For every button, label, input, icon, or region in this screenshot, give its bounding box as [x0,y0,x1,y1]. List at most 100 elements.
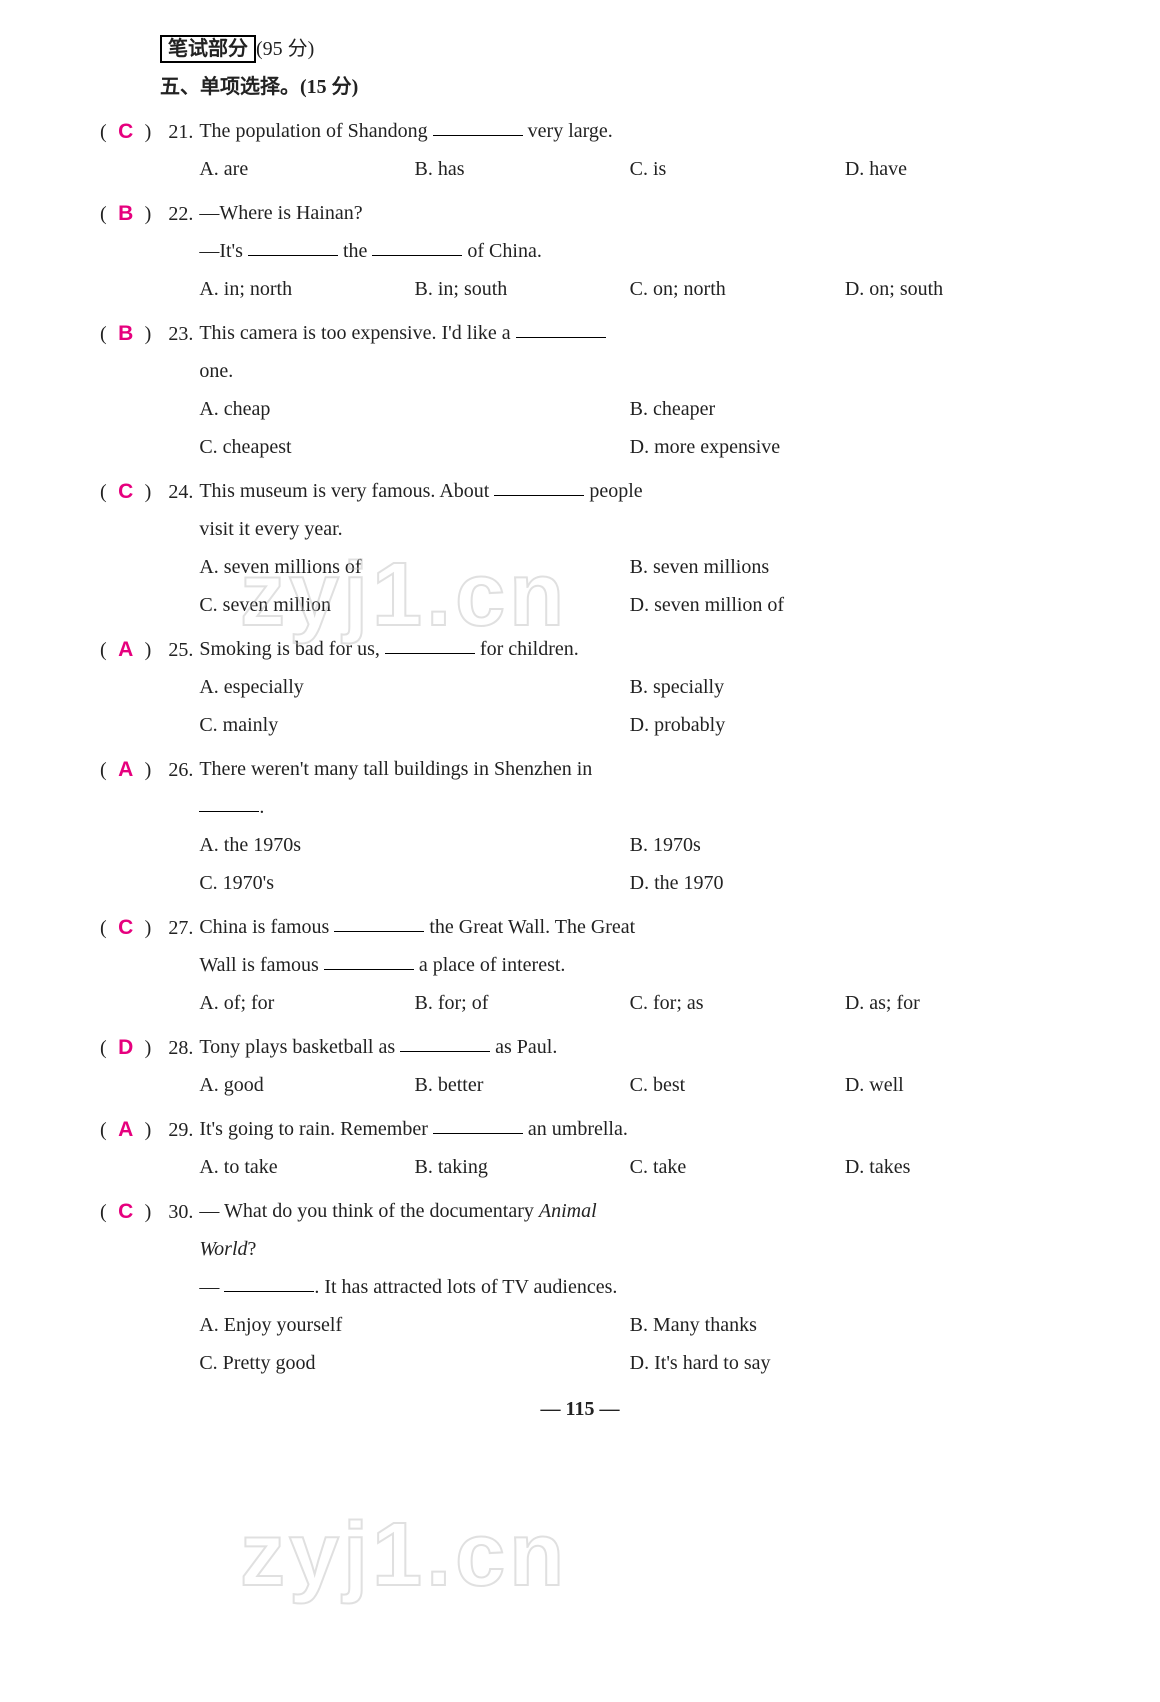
option: B. Many thanks [630,1306,1060,1344]
paren-close: ) [140,631,152,669]
option-row: C. mainlyD. probably [199,706,1060,744]
option: B. cheaper [630,390,1060,428]
question-number: 23. [151,315,193,353]
paren-open: ( [100,315,112,353]
question-number: 21. [151,113,193,151]
question-prefix: ( A )26. [100,750,193,790]
answer-letter: C [112,1192,140,1232]
option: D. the 1970 [630,864,1060,902]
option: C. mainly [199,706,629,744]
blank [494,474,584,496]
option-row: C. seven millionD. seven million of [199,586,1060,624]
option: D. seven million of [630,586,1060,624]
option: A. in; north [199,270,414,308]
stem-continuation: . [199,788,1060,826]
stem-continuation: — . It has attracted lots of TV audience… [199,1268,1060,1306]
question-number: 29. [151,1111,193,1149]
question-prefix: ( A )25. [100,630,193,670]
question-number: 30. [151,1193,193,1231]
question-stem: Smoking is bad for us, for children. [199,630,1060,668]
option: C. for; as [630,984,845,1022]
question-number: 26. [151,751,193,789]
question-prefix: ( C )21. [100,112,193,152]
question: ( C )24.This museum is very famous. Abou… [100,472,1060,624]
option: C. take [630,1148,845,1186]
option: C. Pretty good [199,1344,629,1382]
option: D. probably [630,706,1060,744]
paren-close: ) [140,1111,152,1149]
written-section-header: 笔试部分(95 分) [160,30,1060,68]
paren-open: ( [100,751,112,789]
question-number: 22. [151,195,193,233]
question-body: China is famous the Great Wall. The Grea… [193,908,1060,1022]
blank [400,1030,490,1052]
answer-letter: A [112,630,140,670]
question-body: Smoking is bad for us, for children.A. e… [193,630,1060,744]
stem-continuation: one. [199,352,1060,390]
question-prefix: ( A )29. [100,1110,193,1150]
answer-letter: B [112,314,140,354]
option-row: A. especiallyB. specially [199,668,1060,706]
stem-continuation: visit it every year. [199,510,1060,548]
answer-letter: C [112,908,140,948]
option: B. for; of [415,984,630,1022]
question-body: Tony plays basketball as as Paul.A. good… [193,1028,1060,1104]
options: A. in; northB. in; southC. on; northD. o… [199,270,1060,308]
option-row: A. to takeB. takingC. takeD. takes [199,1148,1060,1186]
option: D. well [845,1066,1060,1104]
answer-letter: A [112,1110,140,1150]
option: D. takes [845,1148,1060,1186]
option: C. seven million [199,586,629,624]
question-body: —Where is Hainan?—It's the of China.A. i… [193,194,1060,308]
option: D. It's hard to say [630,1344,1060,1382]
question-body: This museum is very famous. About people… [193,472,1060,624]
question-prefix: ( D )28. [100,1028,193,1068]
option: B. has [415,150,630,188]
question: ( A )26.There weren't many tall building… [100,750,1060,902]
stem-continuation: Wall is famous a place of interest. [199,946,1060,984]
option: B. specially [630,668,1060,706]
option: B. seven millions [630,548,1060,586]
question-number: 25. [151,631,193,669]
answer-letter: C [112,112,140,152]
option-row: C. 1970'sD. the 1970 [199,864,1060,902]
page-number: — 115 — [100,1390,1060,1428]
blank [224,1270,314,1292]
option: D. have [845,150,1060,188]
option: C. cheapest [199,428,629,466]
paren-open: ( [100,1111,112,1149]
question: ( D )28.Tony plays basketball as as Paul… [100,1028,1060,1104]
blank [516,316,606,338]
stem-continuation: World? [199,1230,1060,1268]
option-row: A. the 1970sB. 1970s [199,826,1060,864]
option: A. to take [199,1148,414,1186]
option: B. taking [415,1148,630,1186]
question: ( B )23.This camera is too expensive. I'… [100,314,1060,466]
paren-close: ) [140,751,152,789]
blank [433,114,523,136]
paren-open: ( [100,195,112,233]
question-stem: China is famous the Great Wall. The Grea… [199,908,1060,946]
question-number: 24. [151,473,193,511]
options: A. goodB. betterC. bestD. well [199,1066,1060,1104]
question: ( B )22.—Where is Hainan?—It's the of Ch… [100,194,1060,308]
question-body: The population of Shandong very large.A.… [193,112,1060,188]
blank [248,234,338,256]
option-row: A. in; northB. in; southC. on; northD. o… [199,270,1060,308]
option: B. in; south [415,270,630,308]
question-number: 27. [151,909,193,947]
question: ( C )27.China is famous the Great Wall. … [100,908,1060,1022]
question: ( C )30.— What do you think of the docum… [100,1192,1060,1382]
answer-letter: A [112,750,140,790]
questions-container: ( C )21.The population of Shandong very … [100,112,1060,1382]
option-row: A. Enjoy yourselfB. Many thanks [199,1306,1060,1344]
paren-open: ( [100,113,112,151]
question-stem: Tony plays basketball as as Paul. [199,1028,1060,1066]
paren-close: ) [140,195,152,233]
question-number: 28. [151,1029,193,1067]
answer-letter: D [112,1028,140,1068]
answer-letter: C [112,472,140,512]
options: A. Enjoy yourselfB. Many thanksC. Pretty… [199,1306,1060,1382]
option: C. best [630,1066,845,1104]
question-stem: There weren't many tall buildings in She… [199,750,1060,788]
